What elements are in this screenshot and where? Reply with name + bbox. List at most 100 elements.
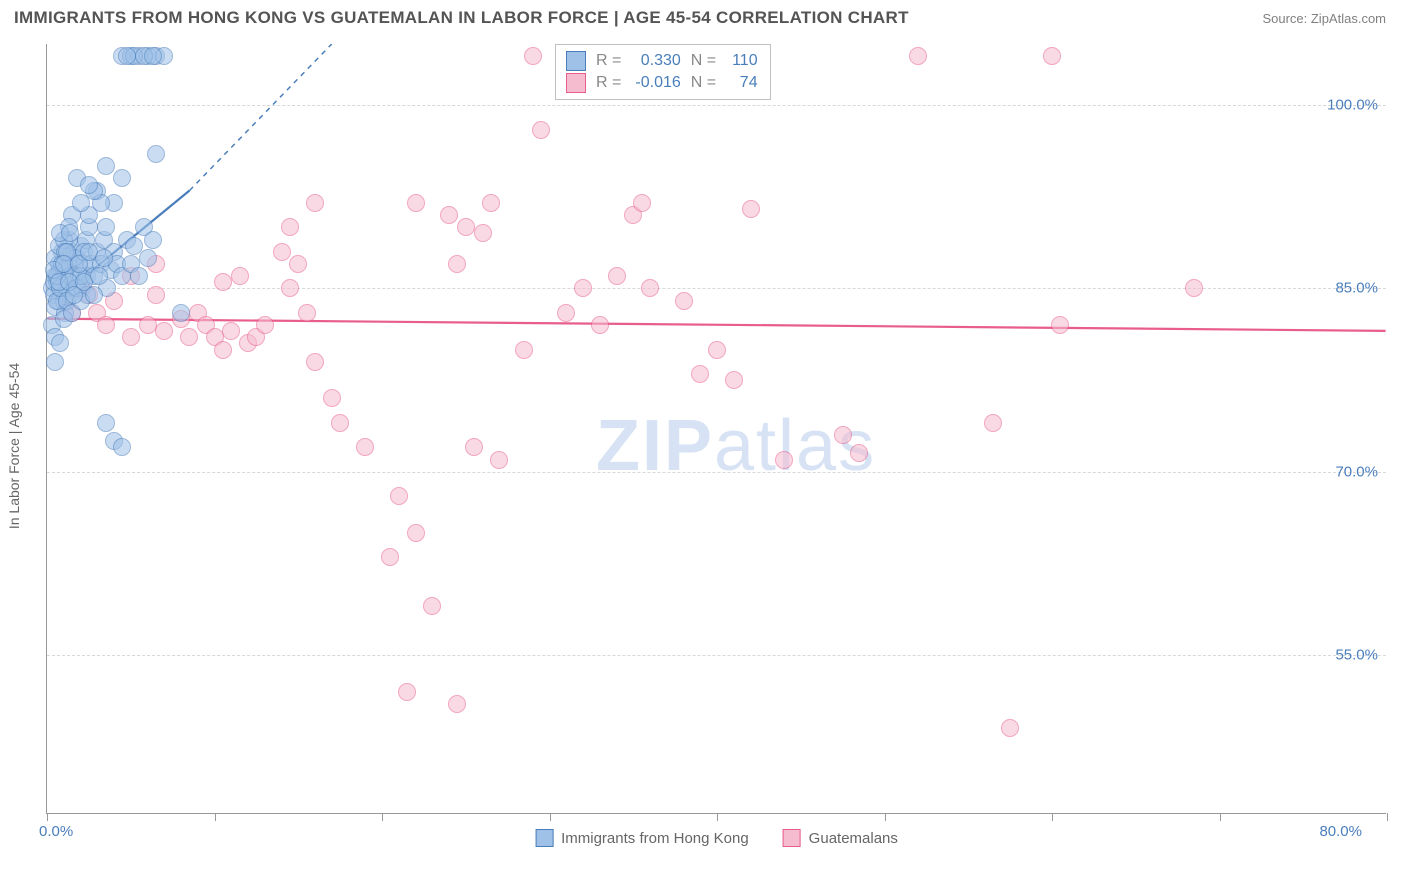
legend-label: Immigrants from Hong Kong <box>561 830 749 847</box>
data-point <box>113 438 131 456</box>
data-point <box>1185 279 1203 297</box>
legend-swatch <box>566 51 586 71</box>
data-point <box>608 267 626 285</box>
data-point <box>465 438 483 456</box>
data-point <box>775 451 793 469</box>
data-point <box>95 249 113 267</box>
watermark-bold: ZIP <box>596 406 714 486</box>
data-point <box>231 267 249 285</box>
data-point <box>298 304 316 322</box>
data-point <box>306 194 324 212</box>
data-point <box>742 200 760 218</box>
bottom-legend: Immigrants from Hong Kong Guatemalans <box>535 829 898 847</box>
data-point <box>725 371 743 389</box>
data-point <box>407 194 425 212</box>
data-point <box>557 304 575 322</box>
x-tick <box>47 813 48 821</box>
legend-swatch <box>535 829 553 847</box>
stats-row: R = -0.016 N = 74 <box>566 72 758 94</box>
data-point <box>90 267 108 285</box>
data-point <box>214 341 232 359</box>
data-point <box>144 231 162 249</box>
data-point <box>457 218 475 236</box>
data-point <box>984 414 1002 432</box>
stat-r-value: 0.330 <box>629 52 681 70</box>
y-tick-label: 100.0% <box>1327 97 1378 114</box>
legend-item: Immigrants from Hong Kong <box>535 829 749 847</box>
data-point <box>172 304 190 322</box>
data-point <box>323 389 341 407</box>
data-point <box>256 316 274 334</box>
x-tick <box>1052 813 1053 821</box>
x-min-label: 0.0% <box>39 823 73 840</box>
x-tick <box>382 813 383 821</box>
chart-header: IMMIGRANTS FROM HONG KONG VS GUATEMALAN … <box>0 0 1406 34</box>
data-point <box>222 322 240 340</box>
data-point <box>97 157 115 175</box>
data-point <box>273 243 291 261</box>
trend-line <box>47 319 1385 331</box>
x-tick <box>1387 813 1388 821</box>
x-tick <box>1220 813 1221 821</box>
data-point <box>147 286 165 304</box>
data-point <box>139 316 157 334</box>
data-point <box>448 695 466 713</box>
data-point <box>356 438 374 456</box>
legend-item: Guatemalans <box>783 829 898 847</box>
watermark: ZIPatlas <box>596 405 876 487</box>
data-point <box>1001 719 1019 737</box>
data-point <box>381 548 399 566</box>
data-point <box>80 176 98 194</box>
stat-r-label: R = <box>596 74 621 91</box>
data-point <box>524 47 542 65</box>
data-point <box>909 47 927 65</box>
data-point <box>834 426 852 444</box>
data-point <box>641 279 659 297</box>
data-point <box>398 683 416 701</box>
data-point <box>122 328 140 346</box>
data-point <box>51 334 69 352</box>
data-point <box>46 353 64 371</box>
gridline-h <box>47 655 1386 656</box>
x-tick <box>550 813 551 821</box>
chart-title: IMMIGRANTS FROM HONG KONG VS GUATEMALAN … <box>14 8 909 28</box>
data-point <box>423 597 441 615</box>
data-point <box>144 47 162 65</box>
data-point <box>180 328 198 346</box>
data-point <box>574 279 592 297</box>
y-axis-title: In Labor Force | Age 45-54 <box>6 363 22 529</box>
data-point <box>139 249 157 267</box>
data-point <box>306 353 324 371</box>
x-tick <box>885 813 886 821</box>
data-point <box>633 194 651 212</box>
stat-r-label: R = <box>596 52 621 69</box>
data-point <box>113 169 131 187</box>
x-tick <box>717 813 718 821</box>
stat-n-value: 110 <box>724 52 758 70</box>
stat-r-value: -0.016 <box>629 74 681 92</box>
gridline-h <box>47 472 1386 473</box>
stats-row: R = 0.330 N = 110 <box>566 50 758 72</box>
data-point <box>85 286 103 304</box>
data-point <box>61 224 79 242</box>
data-point <box>214 273 232 291</box>
stat-n-value: 74 <box>724 74 758 92</box>
data-point <box>281 279 299 297</box>
data-point <box>281 218 299 236</box>
data-point <box>155 322 173 340</box>
stat-n-label: N = <box>691 74 716 91</box>
data-point <box>97 414 115 432</box>
trend-lines-layer <box>47 44 1386 813</box>
gridline-h <box>47 105 1386 106</box>
data-point <box>675 292 693 310</box>
data-point <box>532 121 550 139</box>
stat-n-label: N = <box>691 52 716 69</box>
data-point <box>515 341 533 359</box>
data-point <box>490 451 508 469</box>
y-tick-label: 85.0% <box>1335 280 1378 297</box>
data-point <box>708 341 726 359</box>
data-point <box>407 524 425 542</box>
correlation-stats-box: R = 0.330 N = 110 R = -0.016 N = 74 <box>555 44 771 100</box>
data-point <box>97 316 115 334</box>
data-point <box>482 194 500 212</box>
